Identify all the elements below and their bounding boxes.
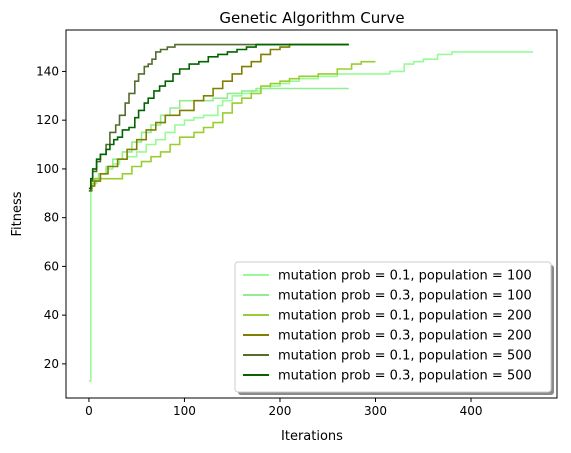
x-tick-label: 300 xyxy=(364,404,387,418)
y-tick-label: 100 xyxy=(36,162,59,176)
legend-label-4: mutation prob = 0.3, population = 200 xyxy=(278,329,532,344)
series-line-3 xyxy=(88,60,376,190)
x-axis-label: Iterations xyxy=(281,429,343,444)
y-axis: 20 40 60 80 100 120 140 xyxy=(36,64,66,371)
legend-box xyxy=(234,261,552,393)
plot-frame xyxy=(65,29,558,399)
y-tick-label: 140 xyxy=(36,64,59,78)
series-line-4 xyxy=(88,43,349,192)
y-tick-label: 40 xyxy=(44,308,59,322)
legend: mutation prob = 0.1, population = 100 mut… xyxy=(234,261,554,395)
x-tick-label: 400 xyxy=(460,404,483,418)
y-tick-label: 60 xyxy=(44,259,59,273)
legend-label-3: mutation prob = 0.1, population = 200 xyxy=(278,309,532,324)
y-tick-label: 120 xyxy=(36,113,59,127)
x-tick-label: 100 xyxy=(173,404,196,418)
series-line-6 xyxy=(88,43,349,190)
series-line-1 xyxy=(88,51,534,382)
legend-label-6: mutation prob = 0.3, population = 500 xyxy=(278,369,532,384)
plot-area xyxy=(88,43,534,382)
legend-label-5: mutation prob = 0.1, population = 500 xyxy=(278,349,532,364)
y-axis-label: Fitness xyxy=(10,191,25,236)
y-tick-label: 20 xyxy=(44,357,59,371)
x-tick-label: 200 xyxy=(269,404,292,418)
series-line-5 xyxy=(88,43,349,192)
x-axis: 0 100 200 300 400 xyxy=(85,398,482,418)
x-tick-label: 0 xyxy=(85,404,93,418)
chart-title: Genetic Algorithm Curve xyxy=(219,9,404,27)
legend-label-1: mutation prob = 0.1, population = 100 xyxy=(278,269,532,284)
y-tick-label: 80 xyxy=(44,211,59,225)
legend-label-2: mutation prob = 0.3, population = 100 xyxy=(278,289,532,304)
